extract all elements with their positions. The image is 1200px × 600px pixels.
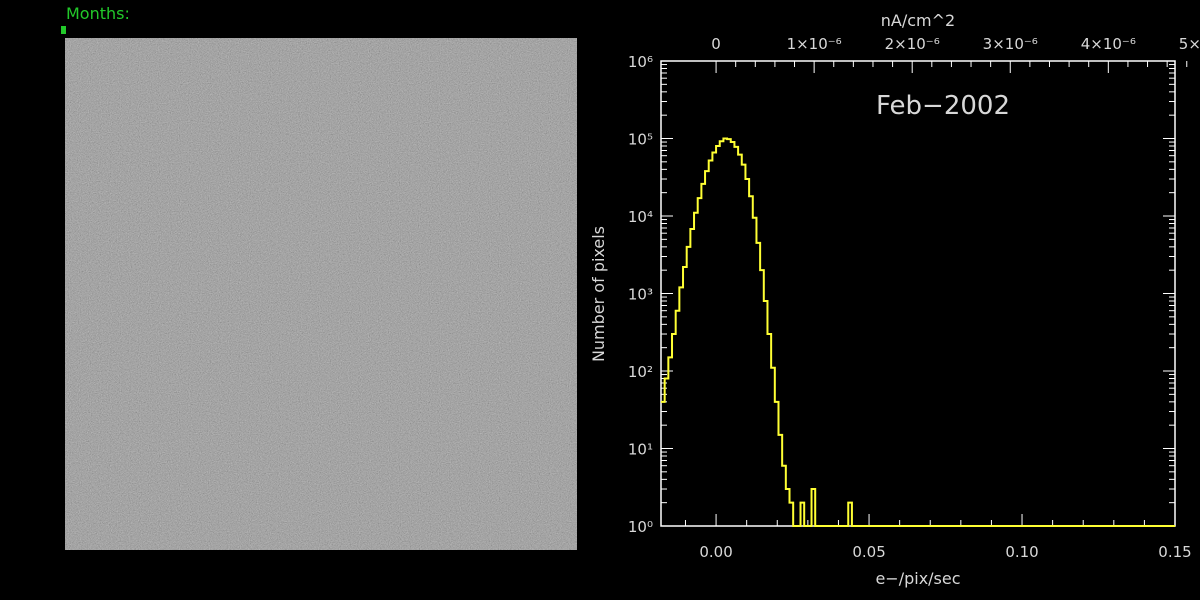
x-tick-label: 0.00: [699, 543, 732, 561]
histogram-series-line: [661, 137, 1175, 527]
y-tick-label: 10²: [628, 363, 653, 381]
x2-tick-label: 3×10⁻⁶: [983, 35, 1038, 53]
months-progress-bar: [61, 26, 573, 34]
months-label: Months:: [66, 4, 130, 23]
y-tick-label: 10⁵: [628, 131, 653, 149]
x-tick-label: 0.05: [852, 543, 885, 561]
x-axis-label: e−/pix/sec: [875, 569, 960, 588]
x2-tick-label: 1×10⁻⁶: [787, 35, 842, 53]
y-tick-label: 10⁶: [628, 53, 653, 71]
months-progress-fill: [61, 26, 67, 34]
x2-tick-label: 2×10⁻⁶: [885, 35, 940, 53]
y-axis-label: Number of pixels: [589, 226, 608, 362]
x-tick-label: 0.10: [1005, 543, 1038, 561]
x2-axis-label: nA/cm^2: [881, 11, 955, 30]
dark-frame-image: [65, 38, 577, 550]
y-tick-label: 10³: [628, 286, 653, 304]
x2-tick-label: 4×10⁻⁶: [1081, 35, 1136, 53]
chart-title: Feb−2002: [876, 91, 1010, 121]
x2-tick-label: 5×10⁻⁶: [1179, 35, 1200, 53]
y-tick-label: 10⁴: [628, 208, 653, 226]
y-tick-label: 10¹: [628, 441, 653, 459]
x2-tick-label: 0: [711, 35, 721, 53]
plot-frame: [660, 60, 1176, 527]
y-tick-label: 10⁰: [628, 518, 653, 536]
x-tick-label: 0.15: [1158, 543, 1191, 561]
